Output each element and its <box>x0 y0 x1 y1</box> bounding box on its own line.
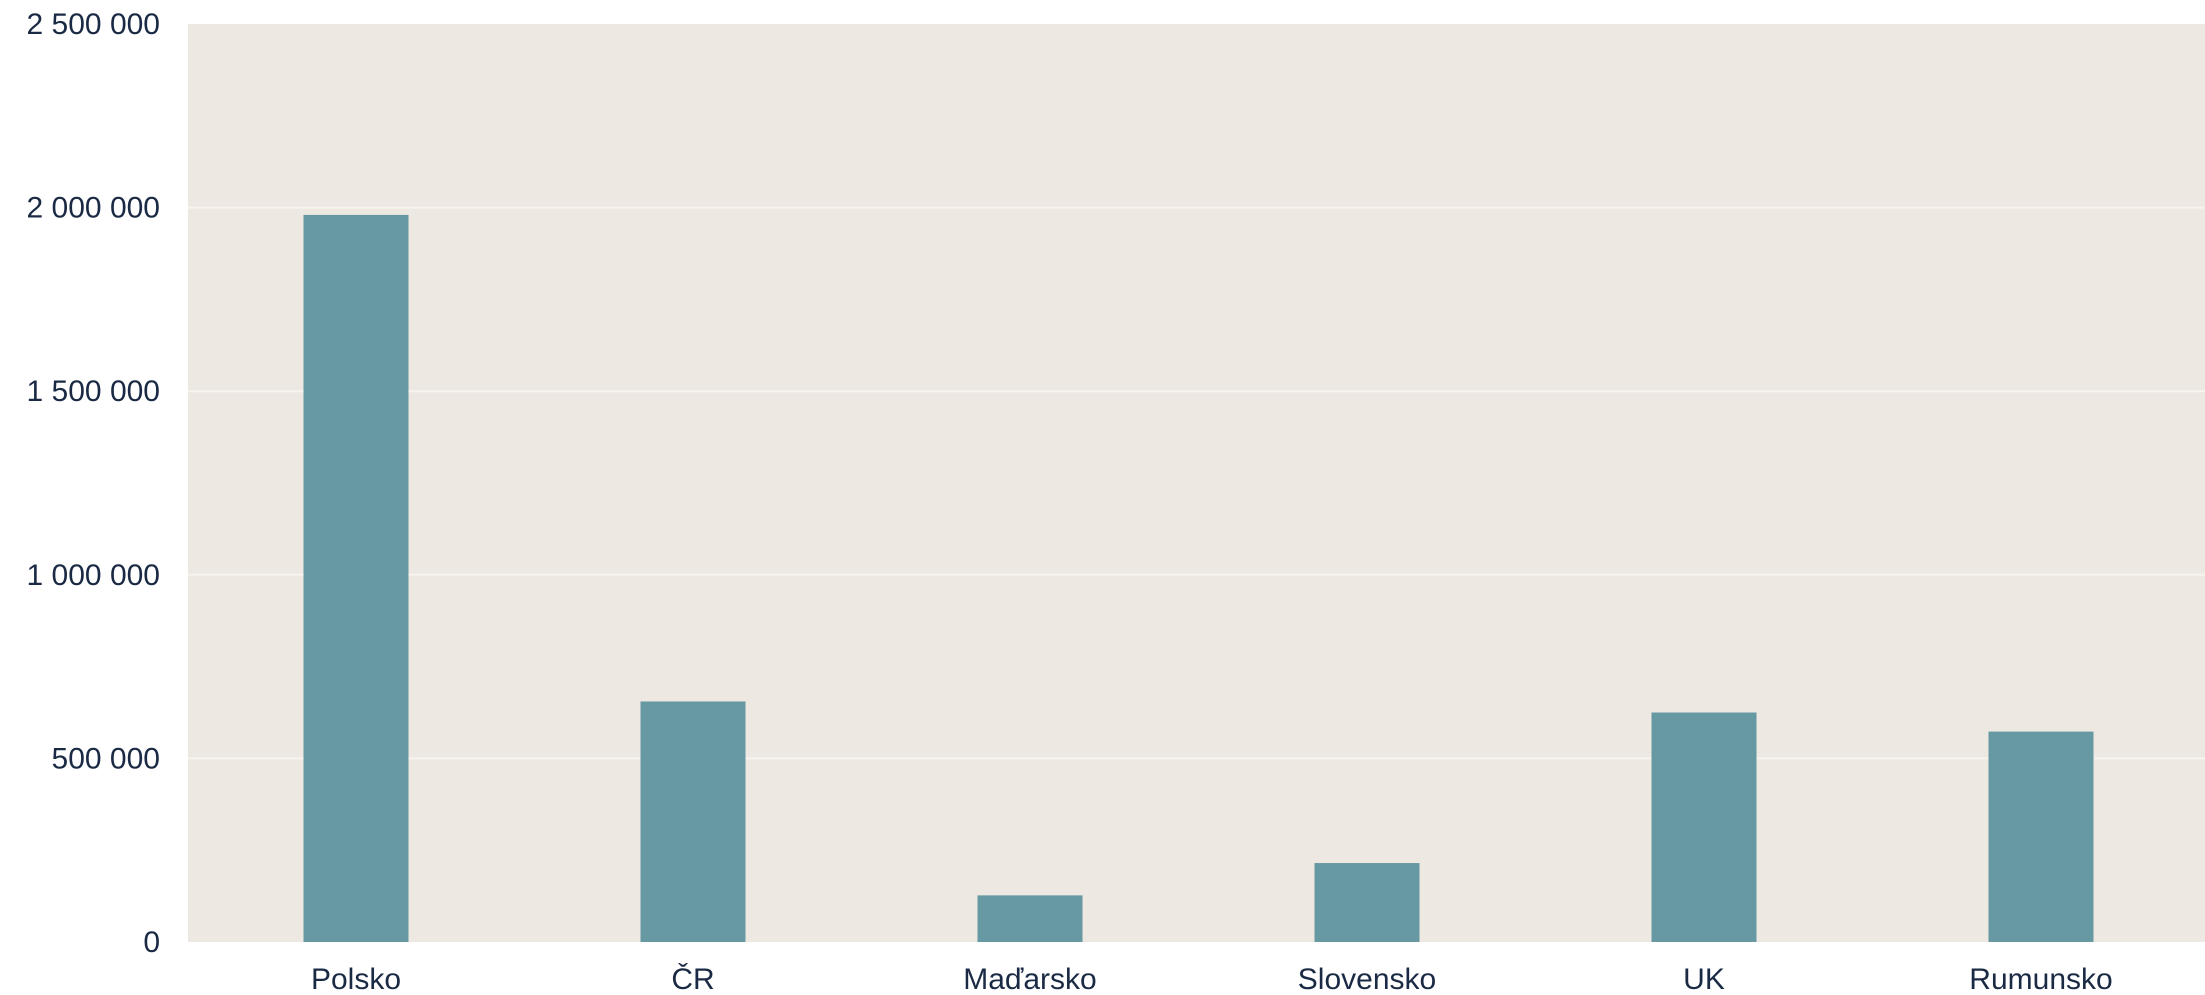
x-category-label: Rumunsko <box>1969 963 2112 995</box>
bars <box>303 214 2094 943</box>
x-axis-labels: Polsko ČR Maďarsko Slovensko UK Rumunsko <box>311 962 2113 995</box>
x-category-label: ČR <box>671 962 714 995</box>
bar-4 <box>1314 863 1420 942</box>
y-tick-label: 2 000 000 <box>27 192 160 225</box>
y-tick-label: 2 500 000 <box>27 8 160 41</box>
bar-5 <box>1651 712 1757 942</box>
plot-area <box>188 24 2205 942</box>
x-category-label: Polsko <box>311 963 401 995</box>
bar-6 <box>1988 731 2094 942</box>
x-category-label: UK <box>1683 963 1725 995</box>
bar-2 <box>640 701 746 942</box>
gridlines <box>188 206 2205 760</box>
bar-3 <box>977 895 1083 942</box>
x-category-label: Slovensko <box>1298 963 1436 995</box>
bar-1 <box>303 214 409 943</box>
y-axis-ticks: 0 500 000 1 000 000 1 500 000 2 000 000 2 500… <box>27 8 160 959</box>
y-tick-label: 0 <box>143 926 160 959</box>
y-tick-label: 500 000 <box>52 742 160 775</box>
y-tick-label: 1 000 000 <box>27 559 160 592</box>
y-tick-label: 1 500 000 <box>27 375 160 408</box>
x-category-label: Maďarsko <box>963 963 1096 995</box>
